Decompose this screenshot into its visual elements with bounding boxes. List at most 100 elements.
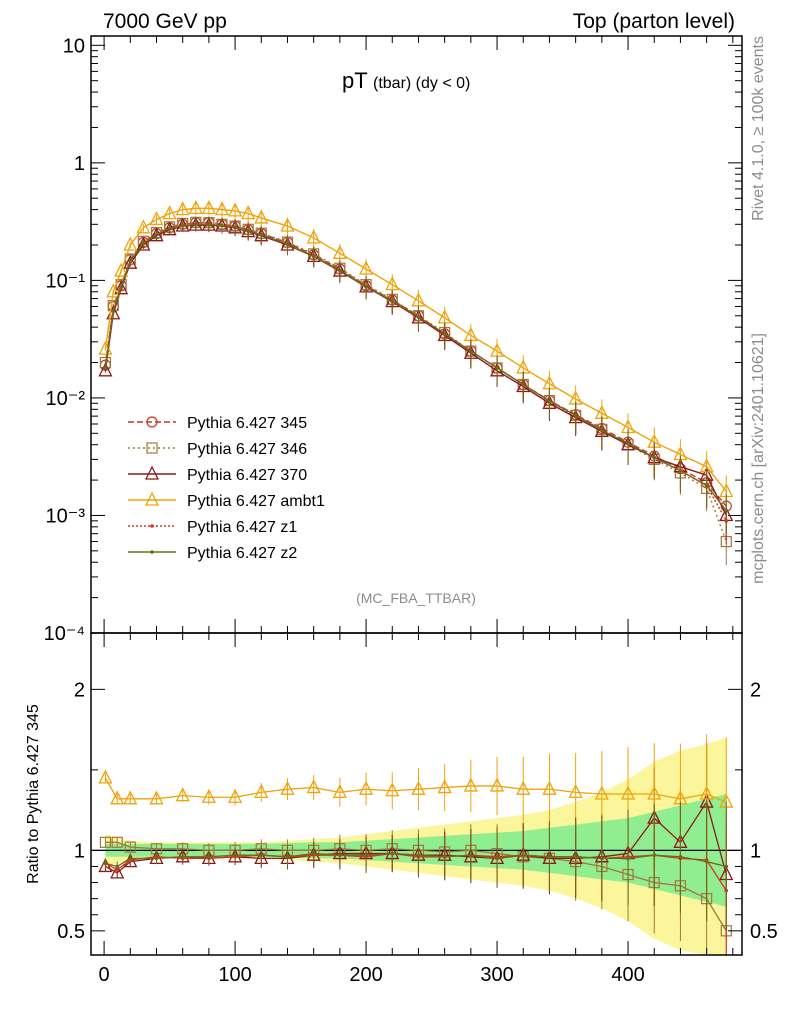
legend-entry: Pythia 6.427 z2 — [128, 545, 297, 562]
ratio-ytick-label: 1 — [74, 840, 85, 862]
ratio-xtick-label: 100 — [218, 964, 251, 986]
legend-label: Pythia 6.427 346 — [187, 441, 307, 458]
ratio-point — [115, 864, 119, 869]
data-point — [469, 349, 473, 353]
data-point — [119, 285, 123, 289]
ratio-point — [306, 779, 321, 794]
data-point — [254, 209, 269, 224]
process-label: Top (parton level) — [573, 10, 735, 33]
legend-marker — [150, 524, 154, 528]
data-point — [180, 223, 185, 228]
ratio-point — [437, 779, 452, 794]
ratio-point — [338, 853, 342, 857]
main-panel: 10 1 10⁻¹ 10⁻² 10⁻³ 10⁻⁴ pT (tbar) (dy < 0) (… — [44, 35, 743, 645]
data-point — [201, 199, 216, 215]
ratio-point — [469, 853, 473, 857]
main-series-3 — [98, 199, 734, 515]
ratio-point — [111, 836, 123, 848]
data-point — [149, 210, 164, 226]
data-point — [652, 455, 657, 460]
ratio-point — [98, 769, 113, 784]
ratio-point — [207, 854, 211, 859]
data-point — [123, 236, 138, 251]
main-ytick-label: 10⁻¹ — [46, 270, 86, 292]
data-point — [98, 362, 113, 377]
ratio-line — [104, 777, 727, 803]
ratio-point — [364, 853, 368, 857]
legend-marker — [146, 416, 158, 428]
analysis-label: (MC_FBA_TTBAR) — [356, 590, 476, 606]
ratio-point — [311, 851, 316, 856]
ratio-point — [259, 853, 264, 857]
data-point — [193, 222, 198, 227]
data-point — [573, 413, 578, 418]
main-series — [98, 199, 734, 566]
ratio-point — [699, 785, 714, 800]
legend-marker — [144, 465, 160, 480]
data-point — [241, 205, 256, 220]
legend-label: Pythia 6.427 z2 — [187, 545, 297, 562]
ratio-ytick-label-right: 2 — [750, 679, 761, 701]
series-line — [104, 221, 727, 507]
ratio-point — [201, 788, 216, 803]
legend-label: Pythia 6.427 345 — [187, 415, 307, 432]
data-point — [136, 219, 151, 234]
legend-label: Pythia 6.427 370 — [187, 467, 307, 484]
data-point — [724, 508, 729, 513]
main-ytick-label: 10⁻² — [46, 388, 86, 410]
ratio-point — [724, 864, 729, 869]
data-point — [704, 483, 709, 488]
ratio-ytick-label: 2 — [74, 679, 85, 701]
ratio-point — [490, 777, 505, 792]
main-ytick-label: 10 — [63, 35, 85, 57]
main-ytick-label: 1 — [74, 153, 85, 175]
data-point — [111, 309, 116, 313]
main-series-1 — [99, 216, 732, 566]
main-ytick-label: 10⁻³ — [46, 505, 86, 527]
ratio-point — [233, 853, 237, 857]
main-frame — [90, 35, 743, 634]
data-point — [442, 332, 447, 336]
ratio-point — [385, 782, 400, 797]
data-point — [233, 225, 237, 230]
ratio-point — [547, 854, 552, 859]
legend-entry: Pythia 6.427 345 — [128, 415, 307, 432]
ratio-point — [359, 780, 374, 795]
series-line — [104, 207, 727, 492]
data-point — [220, 223, 224, 228]
ratio-point — [600, 856, 604, 861]
data-point — [259, 233, 264, 237]
ratio-point — [573, 854, 578, 859]
ratio-point — [442, 854, 447, 859]
data-point — [246, 229, 250, 233]
ratio-xtick-label: 0 — [99, 964, 110, 986]
data-point — [390, 299, 395, 303]
ratio-line — [105, 841, 727, 932]
data-point — [311, 254, 316, 258]
data-point — [385, 276, 400, 291]
ratio-series — [98, 734, 734, 955]
data-point — [416, 314, 421, 319]
ratio-panel: 2 2 1 1 0.5 0.5 0 100 200 300 400 Ratio to Pythia … — [25, 632, 778, 986]
data-point — [214, 201, 230, 216]
ratio-point — [652, 853, 657, 857]
data-point — [128, 259, 133, 263]
data-point — [521, 382, 526, 387]
ratio-point — [516, 780, 531, 795]
data-point — [188, 199, 203, 215]
legend-label: Pythia 6.427 ambt1 — [187, 493, 325, 510]
ratio-point — [154, 856, 159, 861]
ratio-point — [128, 856, 133, 861]
ratio-xtick-label: 300 — [480, 964, 513, 986]
data-point — [547, 399, 552, 403]
legend-entry: Pythia 6.427 z1 — [128, 519, 297, 536]
data-point — [411, 292, 426, 307]
data-point — [495, 366, 499, 370]
main-series-5 — [103, 218, 729, 535]
data-point — [228, 202, 243, 217]
ratio-point — [594, 785, 609, 800]
data-point — [280, 217, 295, 232]
legend-entry: Pythia 6.427 370 — [128, 465, 307, 484]
ratio-point — [416, 853, 421, 857]
